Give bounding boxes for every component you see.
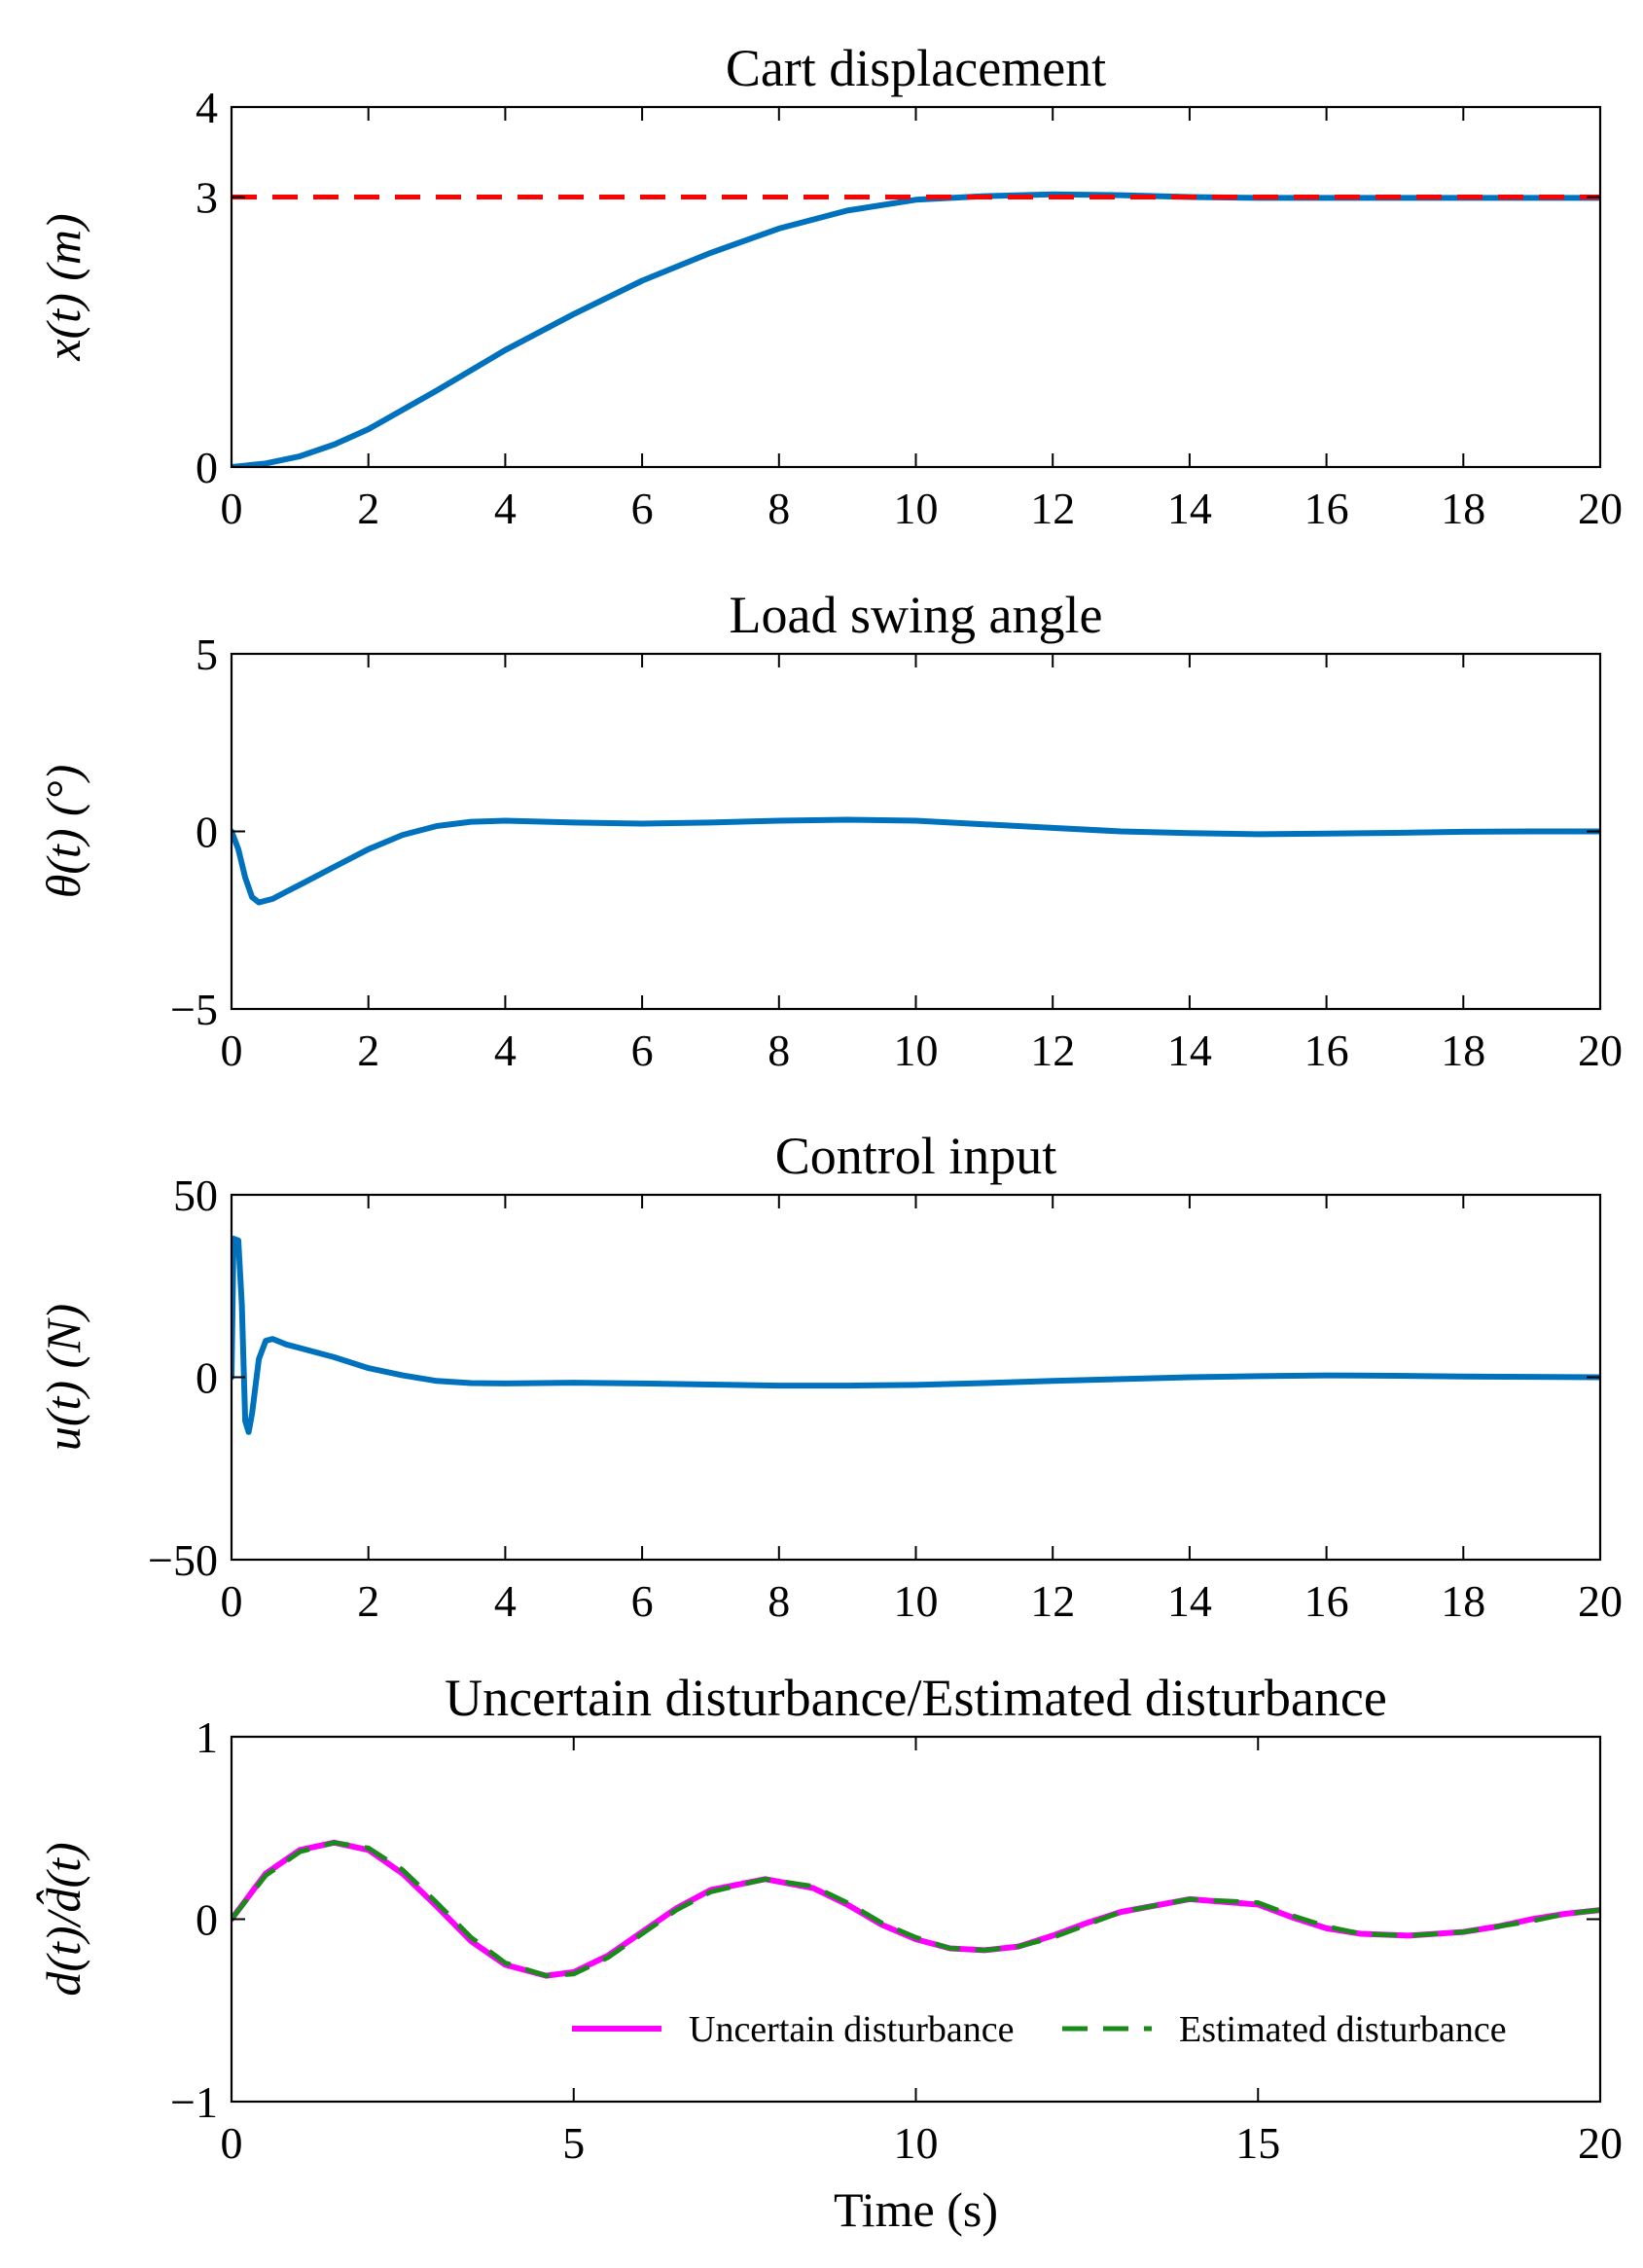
x-tick-label: 6 [631,484,654,533]
x-tick-label: 20 [1578,1026,1623,1075]
chart-title: Load swing angle [730,586,1103,644]
x-tick-label: 16 [1304,1576,1349,1626]
x-tick-label: 16 [1304,484,1349,533]
y-tick-label: 50 [173,1170,218,1220]
chart-title: Uncertain disturbance/Estimated disturba… [445,1669,1387,1727]
x-tick-label: 18 [1441,1576,1485,1626]
y-axis-label: d(t)/d̂(t) [35,1842,90,1996]
x-tick-label: 12 [1030,1576,1075,1626]
chart-title: Cart displacement [726,39,1106,97]
x-tick-label: 2 [357,484,379,533]
x-tick-label: 18 [1441,1026,1485,1075]
series-line-1 [232,1236,1600,1435]
y-tick-label: 4 [196,83,218,132]
chart-panel-4: Uncertain disturbance/Estimated disturba… [35,1669,1623,2237]
series-line-1 [232,191,1600,467]
chart-title: Control input [775,1127,1057,1185]
y-tick-label: 0 [196,1895,218,1945]
x-tick-label: 0 [221,1026,243,1075]
x-tick-label: 4 [494,1576,517,1626]
x-tick-label: 12 [1030,1026,1075,1075]
y-tick-label: 0 [196,808,218,857]
series-line-2 [232,1840,1600,1979]
x-tick-label: 10 [894,1026,939,1075]
x-tick-label: 6 [631,1026,654,1075]
x-tick-label: 10 [894,2118,939,2168]
x-tick-label: 2 [357,1026,379,1075]
x-tick-label: 2 [357,1576,379,1626]
x-tick-label: 0 [221,484,243,533]
x-tick-label: 12 [1030,484,1075,533]
legend: Uncertain disturbance Estimated disturban… [572,2009,1507,2050]
series-line-1 [232,816,1600,906]
plot-frame [230,105,1602,469]
x-tick-label: 15 [1235,2118,1280,2168]
y-tick-label: 1 [196,1712,218,1762]
x-tick-label: 14 [1167,1576,1212,1626]
y-tick-label: 0 [196,1353,218,1403]
x-tick-label: 4 [494,484,517,533]
x-tick-label: 8 [768,1026,790,1075]
series-line-1 [232,1839,1600,1979]
y-axis-label: θ(t) (°) [36,765,90,899]
x-tick-label: 20 [1578,484,1623,533]
y-tick-label: −1 [170,2077,218,2127]
y-tick-label: 5 [196,630,218,679]
x-axis-label: Time (s) [834,2182,998,2237]
x-tick-label: 4 [494,1026,517,1075]
x-tick-label: 16 [1304,1026,1349,1075]
x-tick-label: 20 [1578,2118,1623,2168]
x-tick-label: 18 [1441,484,1485,533]
x-tick-label: 14 [1167,1026,1212,1075]
y-axis-label: u(t) (N) [36,1304,90,1451]
y-tick-label: 0 [196,443,218,492]
x-tick-label: 0 [221,1576,243,1626]
chart-panel-1: Cart displacement 0 2 4 6 8 10 12 14 16 18 20 0 3 4 x(t… [36,39,1623,533]
x-tick-label: 8 [768,484,790,533]
x-tick-label: 8 [768,1576,790,1626]
legend-label: Uncertain disturbance [689,2009,1014,2050]
x-tick-label: 6 [631,1576,654,1626]
y-axis-label: x(t) (m) [36,213,90,361]
x-tick-label: 0 [221,2118,243,2168]
x-tick-label: 5 [562,2118,585,2168]
x-tick-label: 10 [894,1576,939,1626]
legend-label: Estimated disturbance [1179,2009,1507,2050]
x-tick-label: 14 [1167,484,1212,533]
x-tick-label: 10 [894,484,939,533]
x-tick-label: 20 [1578,1576,1623,1626]
y-tick-label: −5 [170,985,218,1034]
y-tick-label: −50 [148,1535,218,1585]
y-tick-label: 3 [196,173,218,223]
